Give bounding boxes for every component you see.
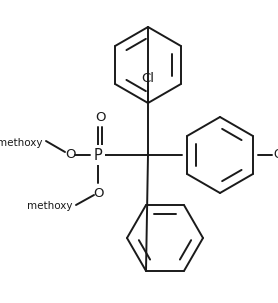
Text: O: O [65,148,75,161]
Text: Cl: Cl [142,72,155,85]
Text: O: O [95,111,105,124]
Text: O: O [93,187,103,200]
Text: methoxy: methoxy [0,138,43,148]
Text: methoxy: methoxy [28,201,73,211]
Text: P: P [94,148,102,162]
Text: CH₃: CH₃ [273,148,278,161]
